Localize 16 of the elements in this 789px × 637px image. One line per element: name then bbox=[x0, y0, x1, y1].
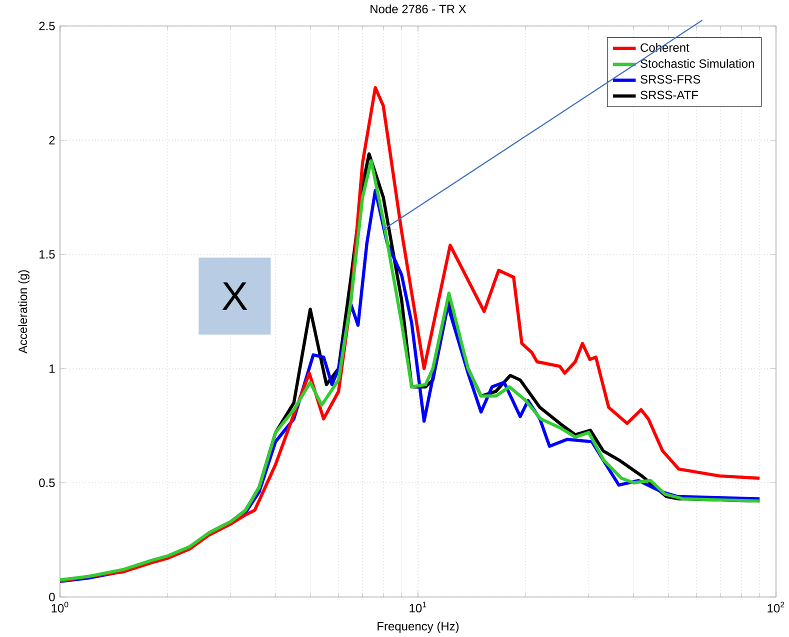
legend-label: SRSS-ATF bbox=[640, 90, 698, 100]
x-axis-title: Frequency (Hz) bbox=[378, 622, 459, 633]
y-axis-title: Acceleration (g) bbox=[18, 270, 30, 354]
x-tick-label: 10$^{1}$ bbox=[410, 602, 426, 612]
y-tick-label: 0.5 bbox=[39, 478, 55, 488]
x-tick-label: 10$^{2}$ bbox=[768, 602, 784, 613]
annotation: X bbox=[222, 282, 248, 310]
y-tick-label: 0 bbox=[49, 592, 55, 602]
chart-title: Node 2786 - TR X bbox=[370, 4, 466, 14]
y-tick-label: 1 bbox=[50, 364, 55, 373]
y-tick-label: 1.5 bbox=[40, 250, 55, 259]
legend-label: Stochastic Simulation bbox=[640, 59, 754, 68]
y-tick-label: 2.5 bbox=[39, 22, 55, 30]
legend-label: SRSS-FRS bbox=[640, 75, 700, 84]
y-tick-label: 2 bbox=[49, 136, 55, 144]
x-tick-label: 10$^{0}$ bbox=[52, 602, 68, 613]
